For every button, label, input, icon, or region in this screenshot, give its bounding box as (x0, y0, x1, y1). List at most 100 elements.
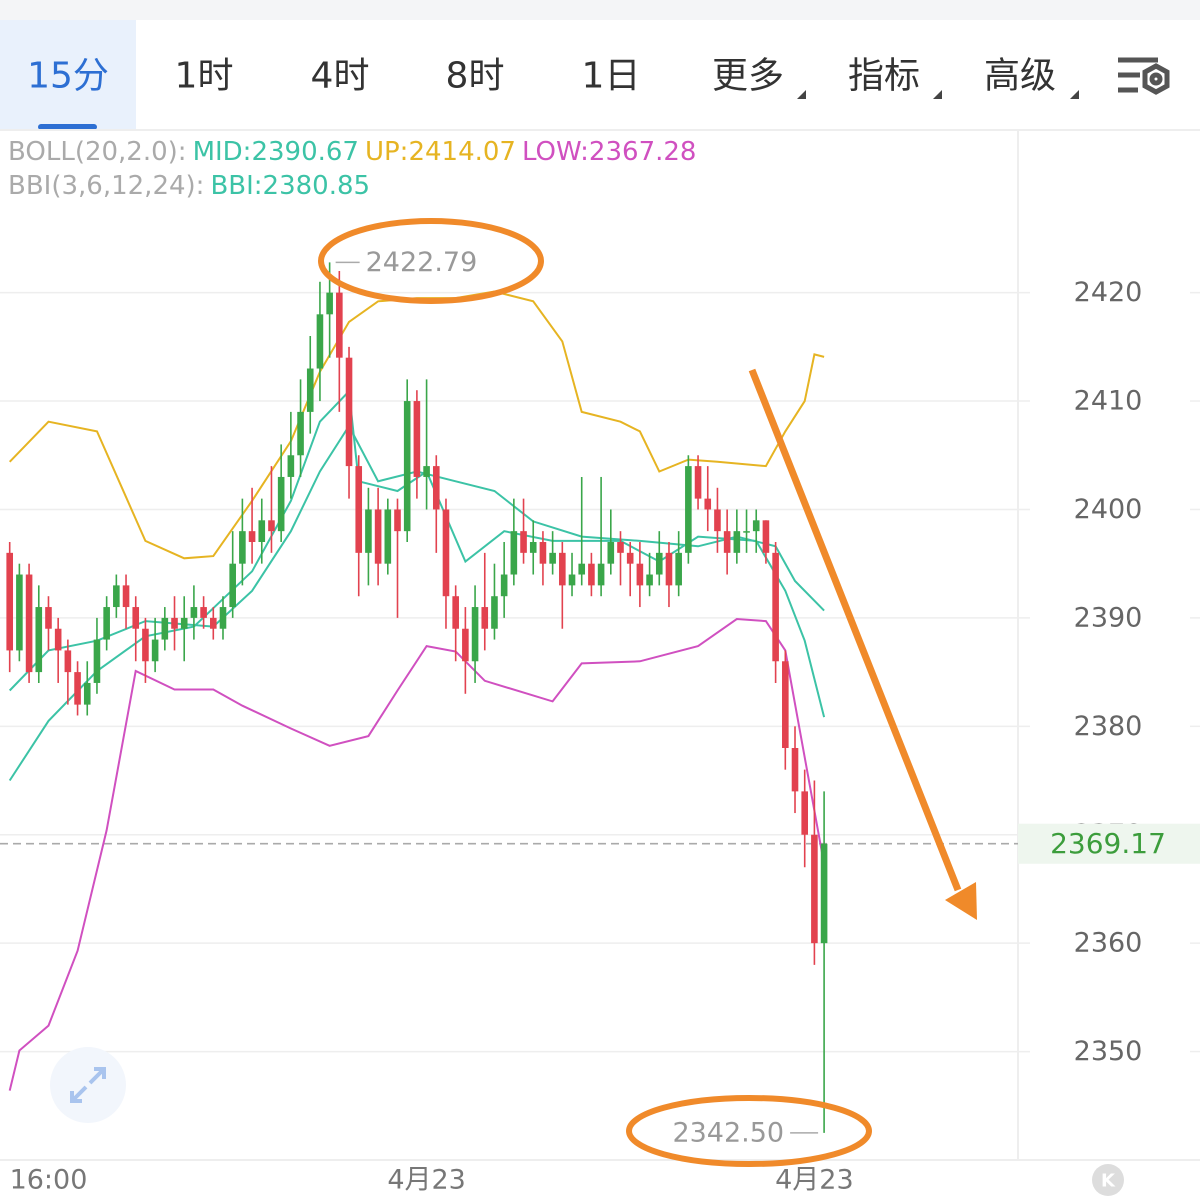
candle-body (113, 585, 120, 608)
candle-body (268, 520, 275, 532)
indicator-value: MID:2390.67 (193, 137, 359, 167)
candle-body (248, 531, 256, 542)
badge-text: K (1101, 1171, 1116, 1192)
candle-body (336, 292, 343, 358)
candle-body (626, 552, 634, 564)
active-tab-underline (38, 124, 97, 130)
candle-body (539, 542, 547, 564)
labels: BOLL(20,2.0): MID:2390.67 UP:2414.07 LOW:23… (8, 137, 1200, 1196)
candle-body (35, 607, 43, 673)
candle-body (103, 607, 110, 640)
tab[interactable]: 1日 (582, 56, 641, 97)
candle-body (122, 585, 130, 608)
candle-body (277, 476, 285, 532)
candle-body (685, 466, 692, 553)
candle-body (25, 574, 33, 673)
candle-body (481, 607, 489, 629)
indicator-value: BBI:2380.85 (210, 171, 370, 201)
tab[interactable]: 8时 (446, 56, 505, 97)
candle-body (510, 531, 518, 575)
y-tick-label: 2400 (1074, 494, 1143, 525)
candle-body (16, 574, 23, 651)
candle-body (442, 509, 450, 597)
tab[interactable]: 15分 (27, 56, 109, 97)
candle-body (229, 563, 236, 608)
candle-body (287, 455, 295, 477)
last-price-box (1018, 823, 1200, 864)
y-tick-label: 2350 (1074, 1036, 1143, 1067)
badge-circle[interactable] (1092, 1164, 1124, 1196)
candle-body (462, 628, 469, 662)
candle-body (384, 509, 392, 564)
candle-body (45, 607, 52, 629)
active-tab-bg (0, 20, 136, 130)
candle-body (219, 607, 227, 629)
tab[interactable]: 1时 (175, 56, 234, 97)
candle-body (200, 607, 207, 618)
candle-body (491, 596, 498, 629)
candle-body (151, 639, 159, 662)
candle-body (413, 401, 421, 477)
candle-body (74, 672, 81, 705)
tab[interactable]: 高级 (984, 56, 1056, 97)
y-tick-label: 2360 (1074, 928, 1143, 959)
y-tick-label: 2420 (1074, 277, 1143, 308)
y-tick-label: 2390 (1074, 602, 1143, 633)
candle-body (597, 563, 605, 586)
candle-body (54, 628, 62, 651)
candle-body (820, 843, 828, 944)
status-strip (0, 0, 1200, 20)
indicator-legend: BOLL(20,2.0): MID:2390.67 UP:2414.07 LOW:23… (8, 137, 696, 167)
low-label: 2342.50 (672, 1117, 784, 1148)
candle-body (646, 574, 653, 586)
candle-body (675, 552, 682, 586)
candle-body (171, 617, 178, 629)
candle-body (190, 607, 198, 618)
candle-body (423, 466, 430, 477)
candle-body (374, 509, 382, 564)
tab[interactable]: 4时 (311, 56, 370, 97)
candle-body (636, 563, 644, 586)
candle-body (772, 552, 779, 662)
candle-body (500, 574, 508, 597)
tab[interactable]: 更多 (712, 56, 784, 97)
indicator-value: UP:2414.07 (365, 137, 516, 167)
candle-body (394, 509, 401, 532)
candle-body (326, 292, 333, 315)
candle-body (588, 563, 595, 586)
candle-body (762, 520, 770, 553)
annotations (318, 218, 977, 1167)
candle-body (355, 466, 363, 553)
expand-button[interactable] (50, 1047, 126, 1123)
candle-body (665, 552, 673, 586)
candle-body (607, 542, 615, 564)
candle-body (714, 509, 721, 532)
candle-body (161, 617, 169, 640)
indicator-legend: BBI(3,6,12,24): BBI:2380.85 (8, 171, 370, 201)
candle-body (83, 682, 91, 705)
candle-body (782, 661, 789, 748)
candle-body (733, 531, 741, 553)
x-tick-label: 4月23 (387, 1165, 466, 1196)
candle-body (801, 791, 809, 835)
candle-body (93, 639, 101, 683)
candle-body (258, 520, 266, 542)
settings-icon[interactable] (1118, 57, 1170, 95)
y-tick-label: 2410 (1074, 386, 1143, 417)
candle-body (132, 607, 140, 629)
candle-body (704, 498, 712, 510)
candle-body (142, 628, 149, 662)
last-price-label: 2369.17 (1050, 827, 1166, 860)
candle-body (549, 552, 556, 564)
candle-body (617, 542, 624, 553)
candle-body (365, 509, 372, 553)
tab[interactable]: 指标 (848, 56, 920, 97)
x-tick-label: 4月23 (775, 1165, 854, 1196)
candle-body (452, 596, 459, 629)
candle-body (345, 357, 353, 467)
candle-body (752, 520, 760, 532)
candle-body (791, 748, 799, 792)
candle-body (694, 466, 702, 499)
x-tick-label: 16:00 (10, 1165, 88, 1196)
